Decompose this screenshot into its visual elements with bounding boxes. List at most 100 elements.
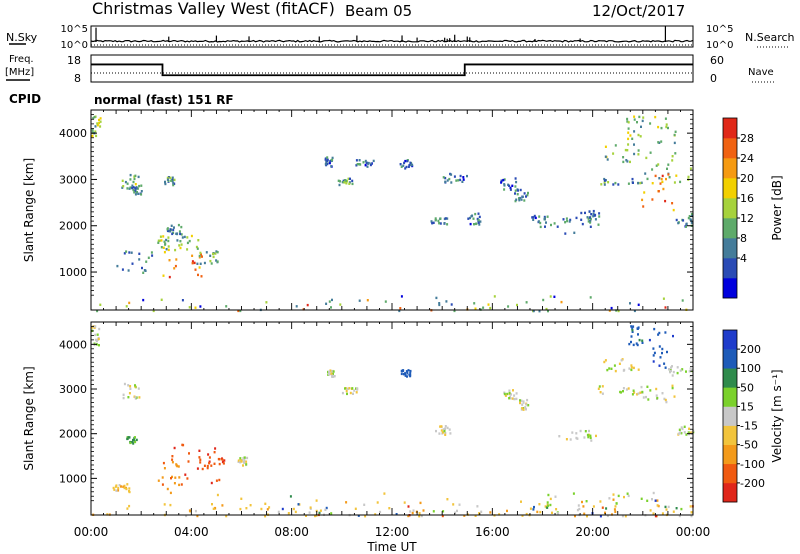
echo-cell <box>595 434 597 438</box>
echo-cell <box>191 262 194 265</box>
echo-cell <box>683 425 686 428</box>
echo-cell <box>352 392 354 395</box>
echo-cell <box>195 245 198 249</box>
echo-cell <box>128 301 131 305</box>
echo-cell <box>305 514 307 517</box>
echo-cell <box>240 497 243 500</box>
echo-cell <box>660 126 663 130</box>
echo-cell <box>685 225 687 228</box>
echo-cell <box>379 510 382 514</box>
echo-cell <box>162 235 165 238</box>
echo-cell <box>632 181 634 184</box>
colorbar-segment <box>723 258 737 279</box>
echo-cell <box>328 370 330 373</box>
echo-cell <box>459 174 462 178</box>
echo-cell <box>474 307 477 310</box>
echo-cell <box>504 394 507 397</box>
echo-cell <box>653 351 656 355</box>
echo-cell <box>351 179 354 183</box>
echo-cell <box>400 165 403 168</box>
echo-cell <box>538 310 541 313</box>
echo-cell <box>132 442 135 445</box>
echo-cell <box>225 305 228 308</box>
echo-cell <box>502 178 505 182</box>
echo-cell <box>664 117 667 120</box>
echo-cell <box>679 180 682 184</box>
echo-cell <box>91 129 94 132</box>
echo-cell <box>518 199 521 202</box>
echo-cell <box>331 375 334 378</box>
echo-cell <box>405 165 408 169</box>
echo-cell <box>579 429 582 433</box>
echo-cell <box>688 215 691 218</box>
xtick-label: 00:00 <box>676 525 711 539</box>
echo-cell <box>685 370 687 373</box>
echo-cell <box>315 499 318 502</box>
echo-cell <box>444 176 447 180</box>
echo-cell <box>348 181 351 184</box>
echo-cell <box>186 248 189 251</box>
echo-cell <box>520 500 522 503</box>
echo-cell <box>592 209 595 213</box>
echo-cell <box>500 179 503 182</box>
echo-cell <box>216 493 219 497</box>
echo-cell <box>604 155 607 158</box>
colorbar-segment <box>723 158 737 179</box>
echo-cell <box>614 510 617 513</box>
echo-cell <box>93 115 96 119</box>
echo-cell <box>163 251 166 254</box>
echo-cell <box>358 299 361 302</box>
echo-cell <box>575 432 578 435</box>
echo-cell <box>99 303 102 306</box>
echo-cell <box>631 327 634 330</box>
echo-cell <box>98 344 100 347</box>
echo-cell <box>384 300 387 303</box>
nave-tick-top: 60 <box>710 54 724 67</box>
echo-cell <box>586 433 589 437</box>
echo-cell <box>355 391 358 394</box>
echo-cell <box>690 511 693 514</box>
echo-cell <box>665 123 668 126</box>
echo-cell <box>449 432 452 435</box>
echo-cell <box>617 494 620 498</box>
nsky-label: N.Sky <box>6 31 38 44</box>
echo-cell <box>590 213 593 216</box>
echo-cell <box>127 269 130 272</box>
echo-cell <box>649 389 652 392</box>
echo-cell <box>237 309 240 313</box>
echo-cell <box>172 228 175 232</box>
echo-cell <box>121 179 124 182</box>
echo-cell <box>115 489 118 492</box>
echo-cell <box>245 463 248 466</box>
ytick-label: 3000 <box>59 173 87 186</box>
echo-cell <box>358 163 361 166</box>
echo-cell <box>518 197 520 200</box>
echo-cell <box>266 508 269 511</box>
echo-cell <box>569 218 572 222</box>
echo-cell <box>690 514 693 518</box>
echo-cell <box>594 213 597 217</box>
echo-cell <box>354 507 357 510</box>
echo-cell <box>619 390 622 394</box>
echo-cell <box>403 161 406 165</box>
echo-cell <box>673 141 676 145</box>
echo-cell <box>568 220 571 223</box>
echo-cell <box>627 182 630 185</box>
echo-cell <box>171 458 174 461</box>
echo-cell <box>667 126 669 130</box>
echo-cell <box>404 374 407 377</box>
echo-cell <box>626 149 629 152</box>
echo-cell <box>170 224 173 227</box>
echo-cell <box>138 396 141 399</box>
echo-cell <box>630 340 632 344</box>
ytick-label: 1000 <box>59 266 87 279</box>
echo-cell <box>180 483 183 486</box>
echo-cell <box>199 262 202 265</box>
echo-cell <box>615 502 618 505</box>
echo-cell <box>617 183 620 186</box>
echo-cell <box>126 187 129 190</box>
echo-cell <box>166 176 169 180</box>
echo-cell <box>545 221 547 224</box>
echo-cell <box>614 505 617 508</box>
freq-tick-bottom: 8 <box>74 72 81 85</box>
